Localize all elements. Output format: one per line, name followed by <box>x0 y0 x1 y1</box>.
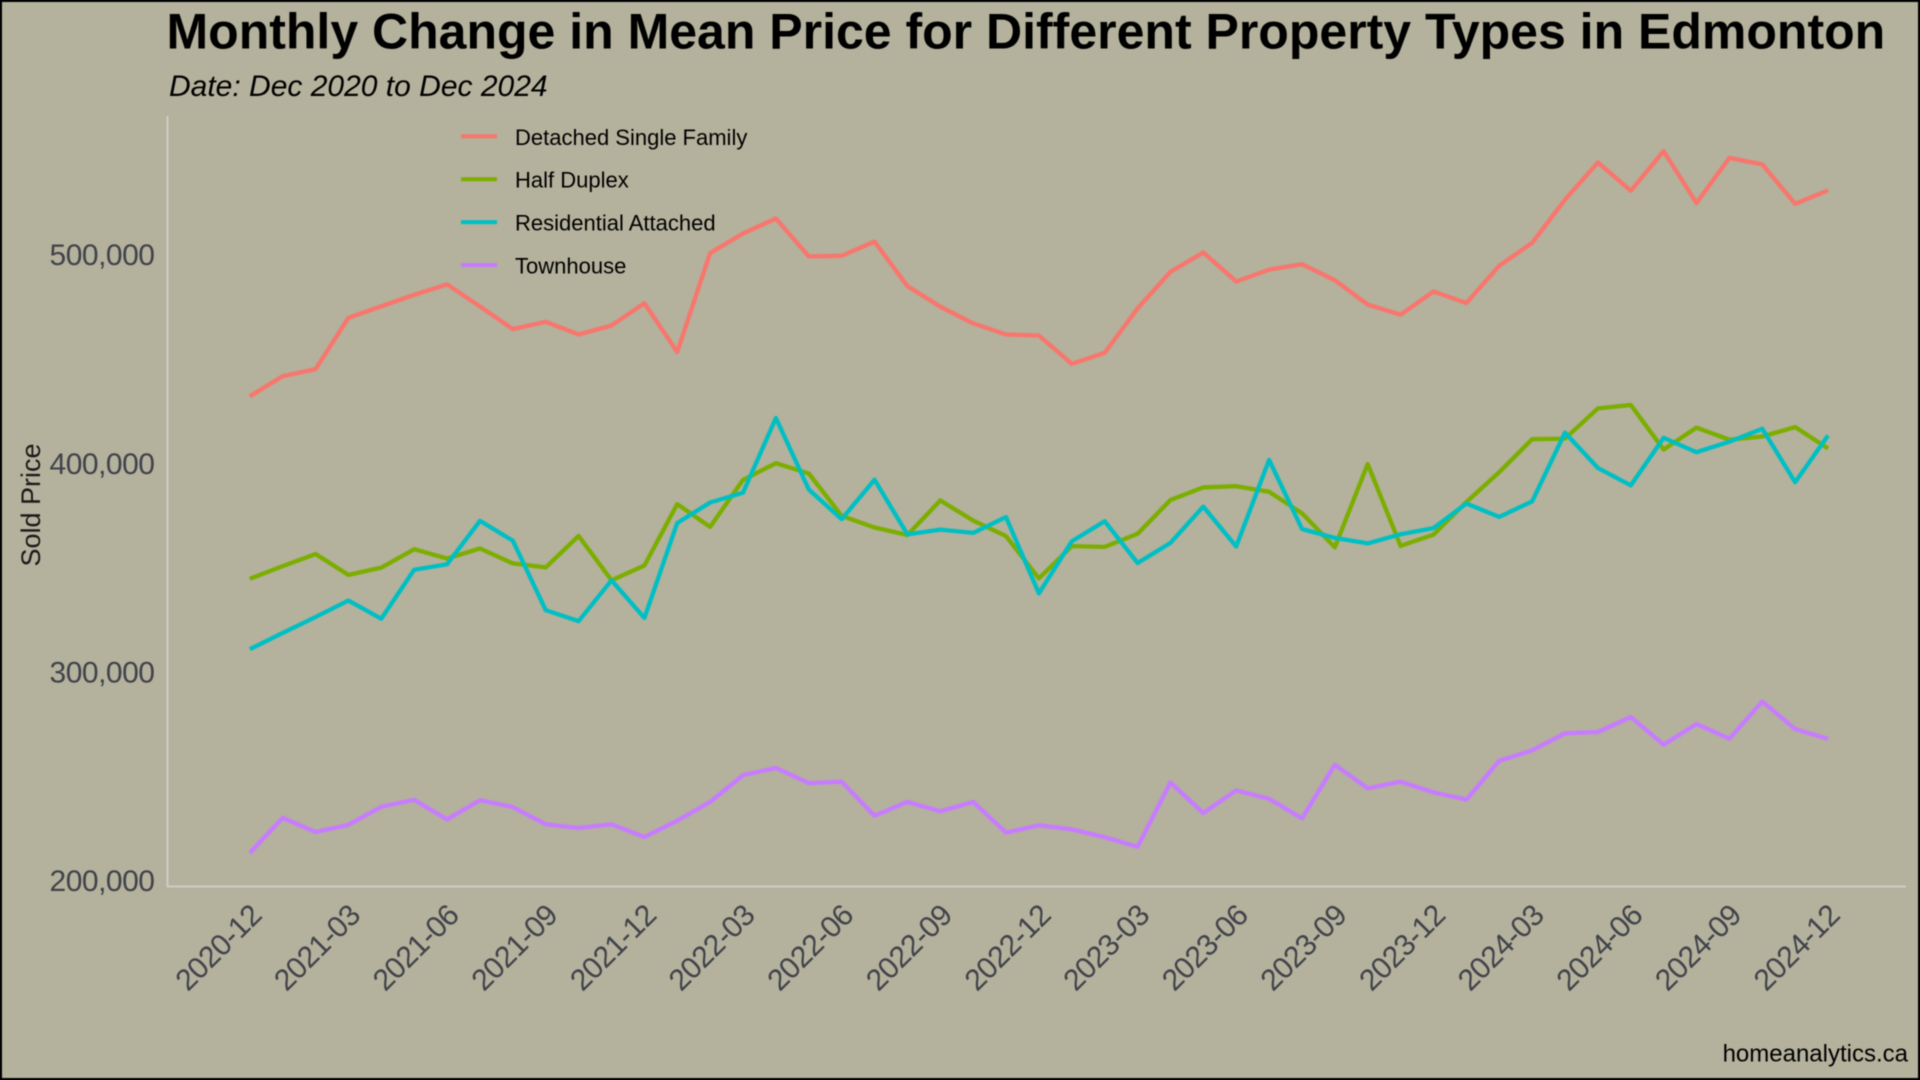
svg-text:500,000: 500,000 <box>50 239 155 272</box>
svg-text:Detached Single Family: Detached Single Family <box>515 125 747 150</box>
svg-text:300,000: 300,000 <box>50 657 155 690</box>
svg-text:Monthly Change in Mean Price f: Monthly Change in Mean Price for Differe… <box>167 4 1886 60</box>
svg-text:Sold Price: Sold Price <box>16 443 46 566</box>
svg-text:homeanalytics.ca: homeanalytics.ca <box>1723 1041 1909 1068</box>
svg-text:200,000: 200,000 <box>50 865 155 898</box>
svg-text:Residential Attached: Residential Attached <box>515 211 716 236</box>
svg-text:400,000: 400,000 <box>50 448 155 481</box>
svg-text:Date: Dec 2020 to Dec 2024: Date: Dec 2020 to Dec 2024 <box>169 70 548 103</box>
svg-text:Townhouse: Townhouse <box>515 254 626 279</box>
svg-text:Half Duplex: Half Duplex <box>515 168 629 193</box>
